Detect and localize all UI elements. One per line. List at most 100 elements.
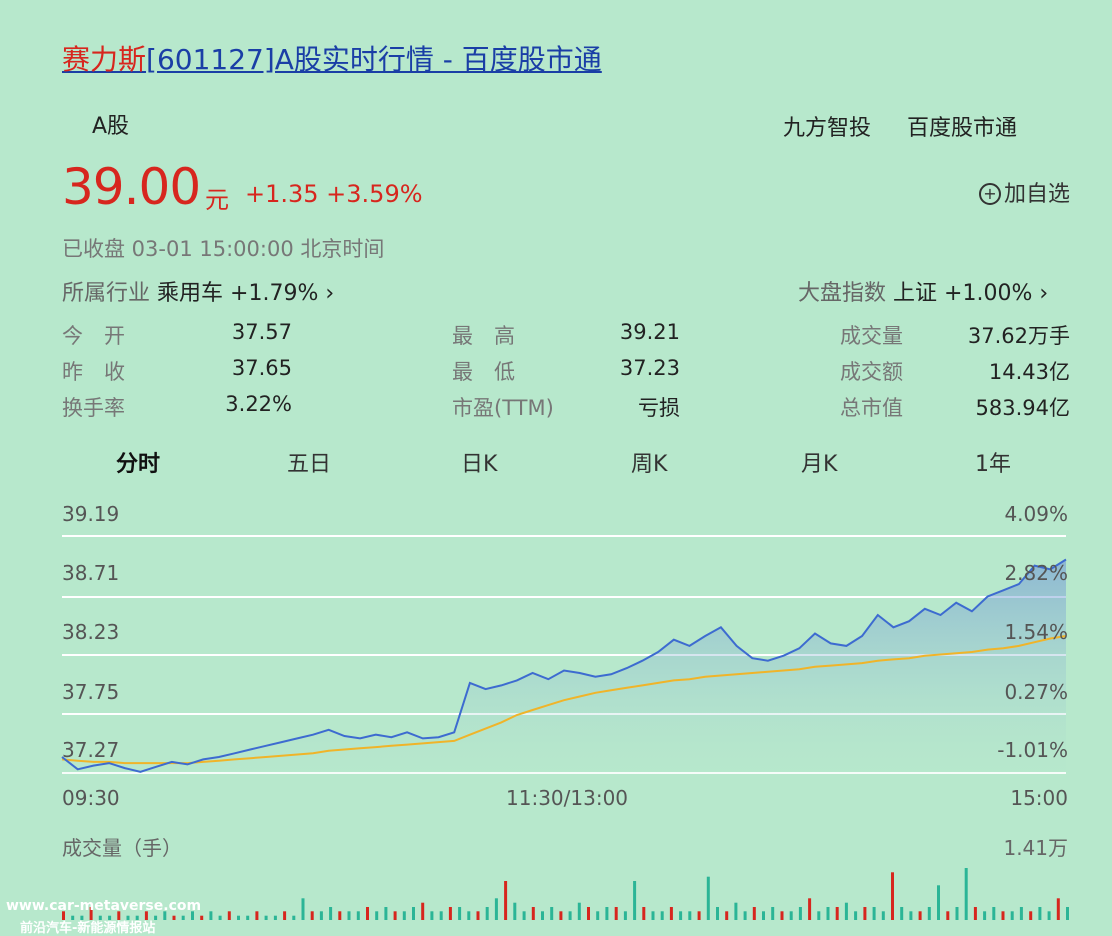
volume-bar: [660, 911, 664, 920]
market-status: 已收盘 03-01 15:00:00 北京时间: [62, 237, 385, 261]
stat-value: 37.65: [231, 356, 292, 380]
add-watchlist-button[interactable]: + 加自选: [978, 176, 1070, 208]
tab-0[interactable]: 分时: [116, 452, 161, 477]
volume-bar: [338, 911, 342, 920]
volume-bar: [973, 907, 977, 920]
y-right-tick: 0.27%: [1004, 680, 1068, 704]
market-index-label: 大盘指数: [798, 281, 887, 306]
volume-bar: [817, 911, 821, 920]
tab-3[interactable]: 周K: [631, 452, 668, 477]
volume-bar: [716, 907, 719, 920]
provider-jiufang[interactable]: 九方智投: [783, 116, 872, 141]
volume-bar: [246, 915, 250, 920]
provider-baidu[interactable]: 百度股市通: [907, 116, 1018, 141]
volume-bar: [881, 911, 885, 920]
chevron-right-icon: ›: [1039, 281, 1049, 306]
industry-link[interactable]: 所属行业 乘用车 +1.79% ›: [62, 275, 334, 307]
volume-bar: [789, 911, 793, 920]
volume-bar: [605, 907, 609, 920]
plus-circle-icon: +: [978, 183, 1001, 205]
volume-bar: [144, 911, 148, 920]
volume-bar: [587, 907, 590, 920]
title-rest[interactable]: [601127]A股实时行情 - 百度股市通: [146, 43, 602, 76]
volume-bar: [319, 911, 323, 920]
current-price: 39.00: [62, 158, 201, 216]
industry-label: 所属行业: [62, 281, 151, 306]
volume-bar: [623, 911, 627, 920]
volume-bar: [1019, 907, 1023, 920]
volume-bar: [531, 907, 535, 920]
volume-bar: [918, 911, 922, 920]
volume-bar: [448, 907, 452, 920]
volume-bar: [439, 911, 443, 920]
volume-bar: [1047, 911, 1051, 920]
volume-bar: [909, 911, 913, 920]
watermark-text: 前沿汽车-新能源情报站: [20, 921, 156, 936]
stat-label: 昨 收: [62, 360, 125, 384]
volume-bar: [80, 915, 84, 920]
volume-bar: [577, 902, 581, 920]
volume-bar: [734, 902, 738, 920]
volume-bar: [117, 911, 121, 920]
volume-bar: [725, 911, 729, 920]
volume-bar: [237, 915, 240, 920]
y-left-tick: 38.71: [62, 561, 120, 585]
stat-value: 37.57: [231, 320, 292, 344]
price-change: +1.35 +3.59%: [245, 180, 423, 208]
volume-bar: [596, 911, 600, 920]
volume-bar: [108, 915, 112, 920]
volume-bar: [375, 911, 379, 920]
volume-bar: [89, 907, 93, 920]
page-title[interactable]: 赛力斯[601127]A股实时行情 - 百度股市通: [62, 38, 602, 78]
tab-4[interactable]: 月K: [801, 452, 838, 477]
stat-value: 3.22%: [225, 392, 292, 416]
stat-value: 37.62万手: [967, 324, 1070, 348]
volume-bar: [384, 907, 388, 920]
add-watchlist-label: 加自选: [1003, 182, 1070, 207]
volume-bar: [504, 881, 508, 920]
volume-bar: [172, 915, 176, 920]
market-index-link[interactable]: 大盘指数 上证 +1.00% ›: [798, 275, 1048, 307]
volume-bar: [964, 868, 968, 920]
volume-label: 成交量（手）: [62, 836, 182, 860]
stat-label: 成交量: [840, 324, 903, 348]
volume-bar: [1010, 911, 1014, 920]
stat-label: 今 开: [62, 324, 125, 348]
y-right-tick: -1.01%: [997, 738, 1068, 762]
volume-bar: [513, 902, 517, 920]
volume-bar: [421, 902, 425, 920]
volume-bar: [743, 911, 747, 920]
volume-bar: [71, 915, 75, 920]
tab-2[interactable]: 日K: [461, 452, 498, 477]
stock-name-link[interactable]: 赛力斯: [62, 43, 147, 76]
volume-bar: [752, 907, 756, 920]
volume-bar: [329, 907, 333, 920]
industry-pct: +1.79%: [230, 281, 319, 306]
volume-bar: [98, 915, 102, 920]
volume-bar: [209, 911, 213, 920]
volume-bar: [900, 907, 904, 920]
volume-bar: [844, 902, 848, 920]
volume-bar: [292, 915, 296, 920]
volume-bar: [808, 898, 812, 920]
x-tick: 15:00: [1010, 786, 1068, 810]
industry-name: 乘用车: [157, 281, 224, 306]
tab-5[interactable]: 1年: [975, 452, 1011, 477]
volume-bar: [356, 911, 360, 920]
volume-bar: [126, 915, 130, 920]
volume-bar: [679, 911, 683, 920]
volume-bar: [218, 915, 222, 920]
price-unit: 元: [205, 186, 229, 214]
volume-bar: [154, 915, 158, 920]
volume-bar: [780, 911, 784, 920]
volume-bar: [485, 907, 489, 920]
volume-bar: [264, 915, 268, 920]
market-index-pct: +1.00%: [944, 281, 1033, 306]
volume-bar: [62, 911, 65, 920]
volume-bar: [541, 911, 544, 920]
y-left-tick: 37.75: [62, 680, 120, 704]
volume-bar: [762, 911, 765, 920]
tab-1[interactable]: 五日: [287, 452, 332, 477]
volume-bar: [347, 911, 351, 920]
